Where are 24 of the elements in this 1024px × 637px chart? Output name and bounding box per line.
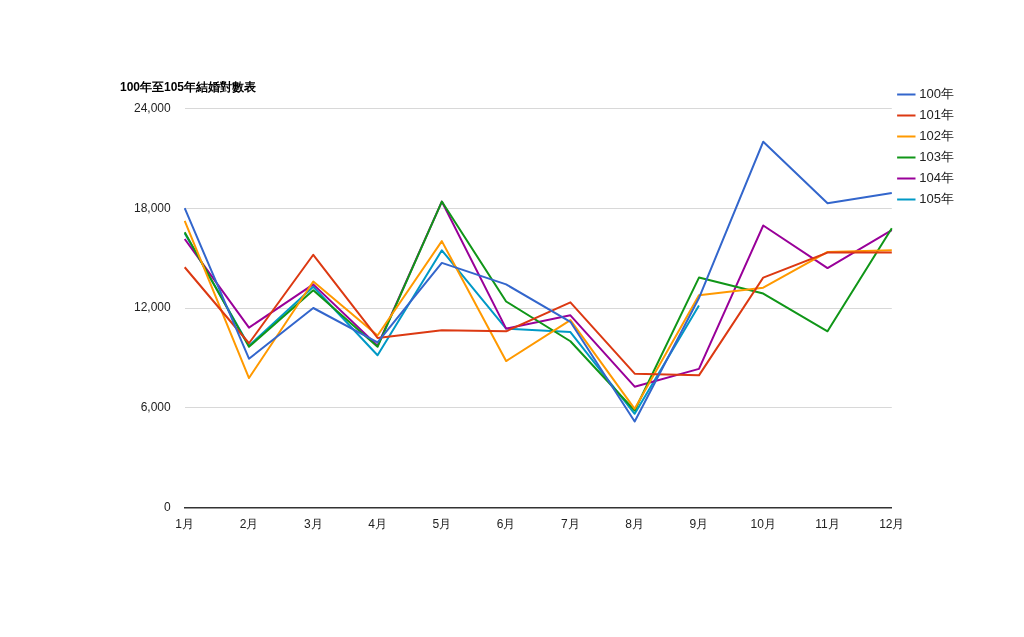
x-tick-label: 1月 (175, 517, 195, 532)
y-tick-label: 0 (164, 499, 172, 514)
legend-label: 103年 (919, 149, 955, 165)
x-tick-label: 11月 (815, 517, 840, 532)
x-tick-label: 5月 (432, 517, 452, 532)
y-tick-label: 12,000 (134, 300, 172, 315)
x-tick-label: 8月 (625, 517, 645, 532)
legend-label: 100年 (919, 86, 955, 102)
chart-title: 100年至105年結婚對數表 (120, 79, 258, 94)
x-tick-label: 4月 (368, 517, 387, 532)
x-tick-label: 10月 (750, 517, 776, 532)
x-tick-label: 6月 (496, 517, 516, 532)
x-tick-label: 2月 (239, 517, 259, 532)
x-tick-label: 12月 (879, 517, 905, 532)
x-tick-label: 7月 (561, 517, 580, 532)
legend-label: 101年 (919, 107, 955, 123)
legend-label: 104年 (919, 170, 955, 186)
y-tick-label: 6,000 (140, 400, 172, 415)
y-tick-label: 18,000 (134, 200, 172, 215)
y-tick-label: 24,000 (134, 100, 172, 115)
legend-label: 102年 (919, 128, 955, 144)
legend-label: 105年 (919, 191, 955, 207)
x-tick-label: 9月 (689, 517, 709, 532)
x-tick-label: 3月 (303, 517, 323, 532)
